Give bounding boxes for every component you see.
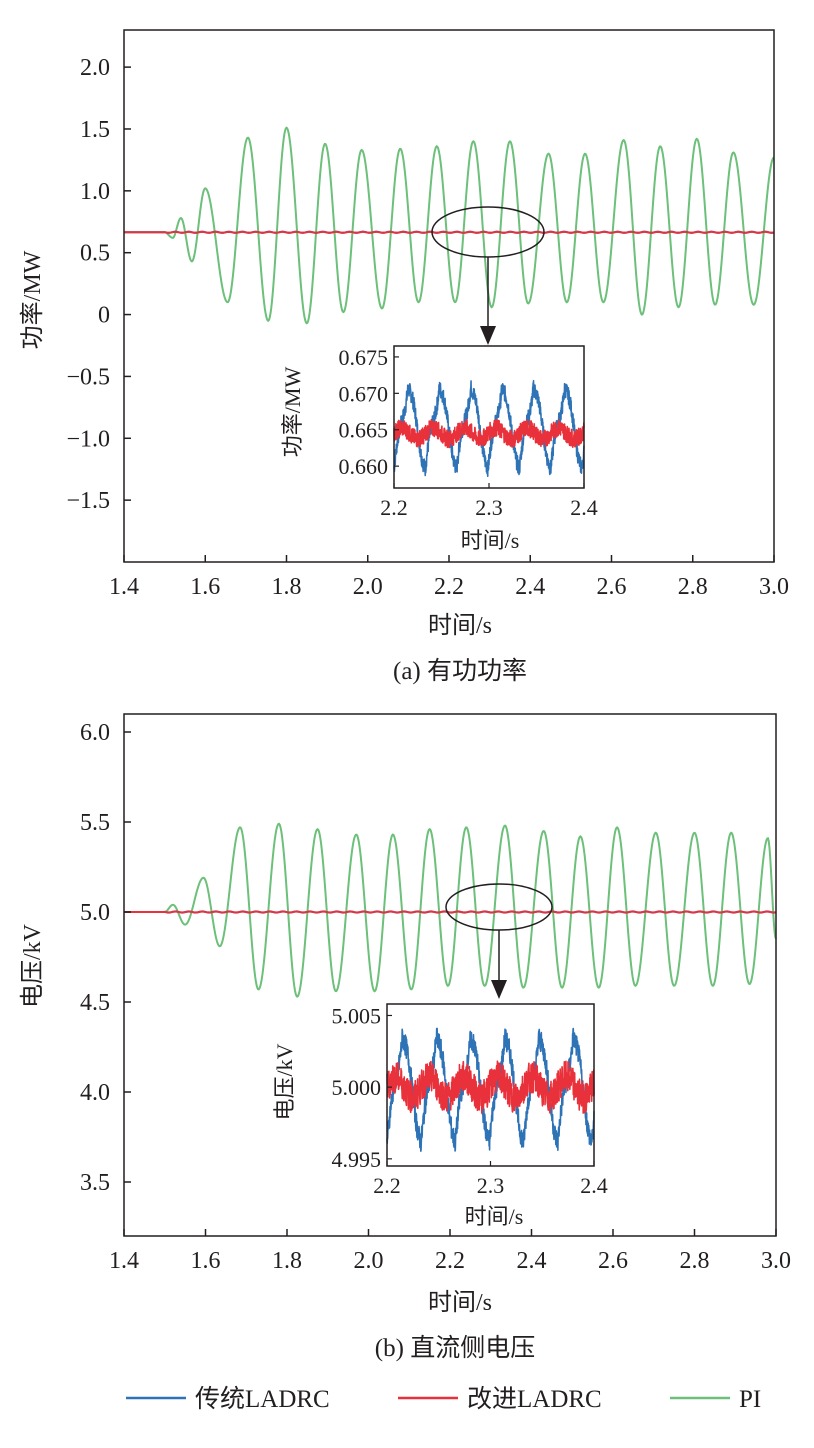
inset-y-tick-label: 0.675	[339, 345, 389, 370]
inset-x-tick-label: 2.2	[373, 1173, 401, 1198]
inset-y-tick-label: 0.660	[339, 454, 389, 479]
inset-x-label-a: 时间/s	[461, 528, 520, 553]
y-ticks-a: 2.0 1.5 1.0 0.5 0 −0.5 −1.0 −1.5	[66, 55, 131, 514]
caption-a: (a) 有功功率	[393, 657, 527, 685]
y-tick-label: 0.5	[80, 241, 110, 267]
improved-ladrc-line	[124, 910, 777, 914]
inset-y-tick-label: 0.665	[339, 418, 389, 443]
inset-improved-ladrc-line	[386, 1060, 595, 1114]
x-axis-label-b: 时间/s	[428, 1289, 492, 1316]
inset-y-tick-label: 4.995	[332, 1147, 382, 1172]
x-tick-label: 2.6	[598, 1248, 628, 1274]
y-tick-label: 3.5	[80, 1170, 110, 1196]
inset-x-label-b: 时间/s	[465, 1204, 524, 1229]
inset-x-ticks-a: 2.2 2.3 2.4	[380, 483, 598, 520]
legend-label-improved-ladrc: 改进LADRC	[467, 1385, 602, 1413]
inset-traditional-ladrc-line	[386, 1027, 595, 1152]
x-tick-label: 2.8	[678, 574, 708, 600]
x-tick-label: 1.6	[190, 574, 220, 600]
x-tick-label: 2.0	[353, 574, 383, 600]
x-tick-label: 2.2	[435, 1248, 465, 1274]
pi-series-b	[124, 822, 777, 998]
y-tick-label: −1.0	[66, 426, 110, 452]
inset-y-tick-label: 0.670	[339, 381, 389, 406]
x-tick-label: 2.8	[680, 1248, 710, 1274]
y-tick-label: 1.5	[80, 117, 110, 143]
pi-line	[124, 822, 777, 998]
inset-x-ticks-b: 2.2 2.3 2.4	[373, 1161, 608, 1198]
zoom-ellipse-b	[445, 883, 553, 931]
inset-y-label-a: 功率/MW	[280, 367, 305, 458]
legend-label-pi: PI	[739, 1386, 761, 1413]
x-tick-label: 1.8	[272, 574, 302, 600]
x-tick-label: 2.0	[354, 1248, 384, 1274]
y-tick-label: 4.5	[80, 990, 110, 1016]
inset-y-label-b: 电压/kV	[272, 1043, 297, 1120]
x-tick-label: 2.4	[515, 574, 545, 600]
inset-improved-ladrc-line	[393, 418, 585, 449]
inset-y-tick-label: 5.005	[332, 1003, 382, 1028]
x-tick-label: 1.4	[109, 1248, 139, 1274]
y-tick-label: 6.0	[80, 720, 110, 746]
x-tick-label: 1.6	[191, 1248, 221, 1274]
y-axis-label-b: 电压/kV	[19, 923, 46, 1008]
inset-traditional-ladrc-line	[393, 379, 585, 478]
x-tick-label: 1.4	[109, 574, 139, 600]
y-tick-label: 4.0	[80, 1080, 110, 1106]
zoom-arrow-head-a	[480, 326, 496, 345]
y-tick-label: 0	[98, 303, 110, 329]
inset-series-a	[393, 379, 585, 478]
inset-x-tick-label: 2.3	[477, 1173, 505, 1198]
y-tick-label: 5.0	[80, 900, 110, 926]
panel-b: 6.0 5.5 5.0 4.5 4.0 3.5 1.4 1.6 1.8 2.0 2.2 2.4 2.6…	[19, 713, 791, 1362]
inset-x-tick-label: 2.4	[570, 495, 598, 520]
x-tick-label: 3.0	[759, 574, 789, 600]
y-tick-label: 5.5	[80, 810, 110, 836]
ladrc-series-a	[124, 230, 775, 234]
inset-y-ticks-b: 5.005 5.000 4.995	[332, 1003, 392, 1172]
legend: 传统LADRC 改进LADRC PI	[126, 1385, 761, 1413]
y-tick-label: 1.0	[80, 179, 110, 205]
y-tick-label: −0.5	[66, 364, 110, 390]
inset-a: 0.675 0.670 0.665 0.660 2.2 2.3 2.4 时间/s 功率/M…	[280, 345, 598, 553]
x-tick-label: 1.8	[272, 1248, 302, 1274]
zoom-arrow-head-b	[491, 980, 507, 999]
x-tick-label: 2.6	[597, 574, 627, 600]
x-axis-label-a: 时间/s	[428, 612, 492, 639]
pi-line	[124, 126, 775, 325]
y-tick-label: 2.0	[80, 55, 110, 81]
caption-b: (b) 直流侧电压	[375, 1334, 535, 1362]
ladrc-series-b	[124, 910, 777, 914]
inset-x-tick-label: 2.3	[475, 495, 503, 520]
y-ticks-b: 6.0 5.5 5.0 4.5 4.0 3.5	[80, 720, 131, 1196]
inset-x-tick-label: 2.2	[380, 495, 408, 520]
inset-series-b	[386, 1027, 595, 1152]
x-ticks-a: 1.4 1.6 1.8 2.0 2.2 2.4 2.6 2.8 3.0	[109, 555, 789, 600]
legend-label-traditional-ladrc: 传统LADRC	[195, 1385, 330, 1413]
y-tick-label: −1.5	[66, 488, 110, 514]
inset-y-ticks-a: 0.675 0.670 0.665 0.660	[339, 345, 399, 479]
x-tick-label: 2.4	[517, 1248, 547, 1274]
y-axis-label-a: 功率/MW	[19, 250, 46, 349]
panel-a: 2.01.51.00.50−0.5−1.0−1.5 1.4 1.6 1.8 2.0 2.…	[19, 29, 789, 685]
inset-b: 5.005 5.000 4.995 2.2 2.3 2.4 时间/s 电压/kV	[272, 1003, 608, 1229]
inset-x-tick-label: 2.4	[580, 1173, 608, 1198]
inset-y-tick-label: 5.000	[332, 1075, 382, 1100]
improved-ladrc-line	[124, 230, 775, 234]
x-ticks-b: 1.4 1.6 1.8 2.0 2.2 2.4 2.6 2.8 3.0	[109, 1229, 791, 1274]
x-tick-label: 2.2	[434, 574, 464, 600]
x-tick-label: 3.0	[761, 1248, 791, 1274]
pi-series-a	[124, 126, 775, 325]
